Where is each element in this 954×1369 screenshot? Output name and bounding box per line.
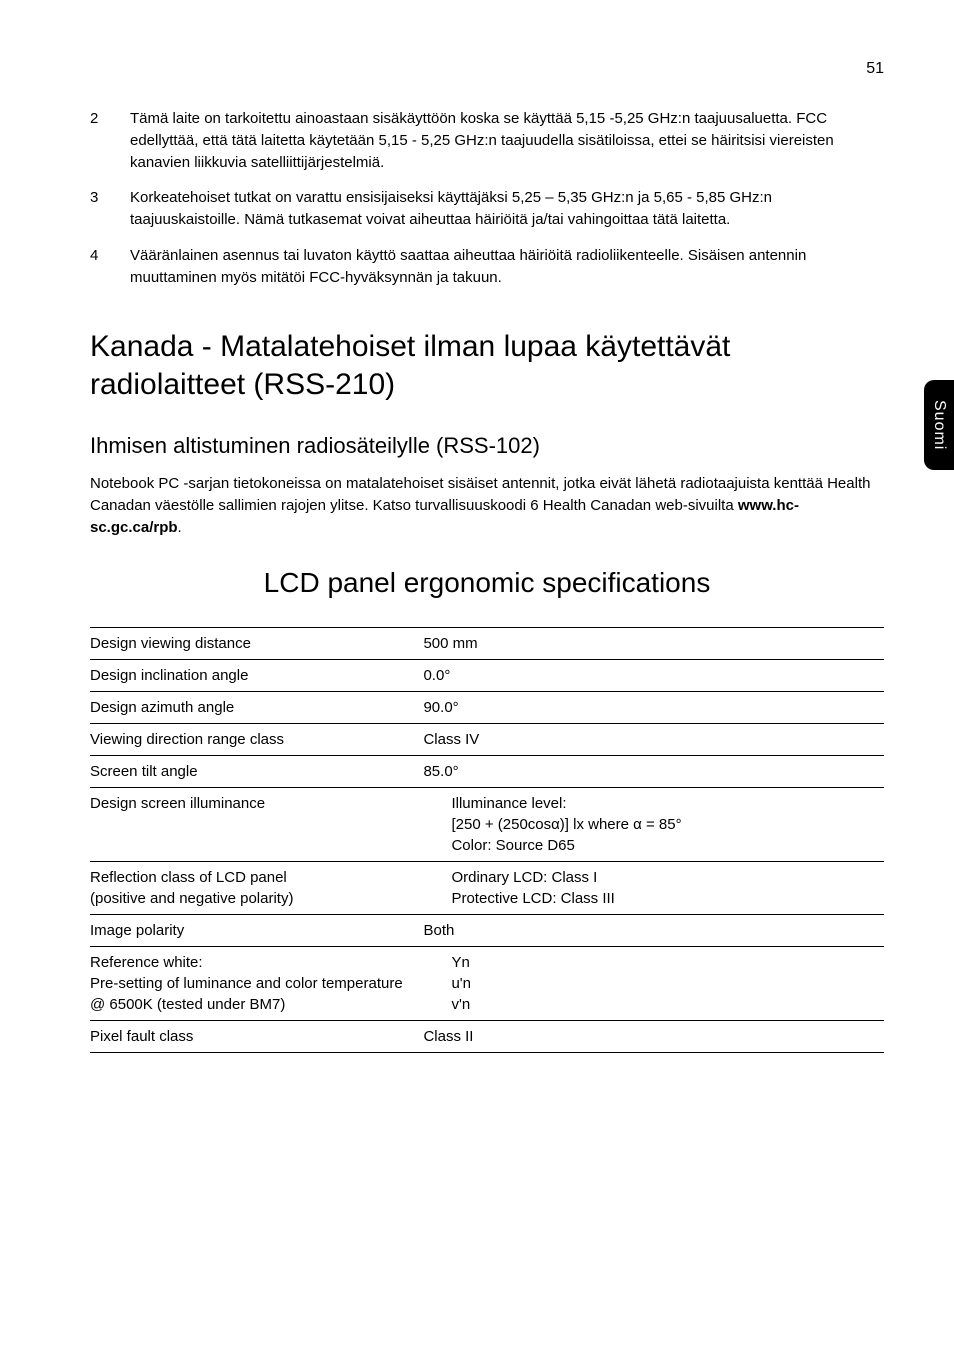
heading-rss102: Ihmisen altistuminen radiosäteilylle (RS… <box>90 433 884 459</box>
spec-table: Design viewing distance 500 mm Design in… <box>90 627 884 1053</box>
list-item: 2 Tämä laite on tarkoitettu ainoastaan s… <box>90 108 884 173</box>
table-row: Design azimuth angle 90.0° <box>90 691 884 723</box>
cell-value: Yn u'n v'n <box>423 946 884 1020</box>
table-row: Design screen illuminance Illuminance le… <box>90 787 884 861</box>
side-tab-label: Suomi <box>930 400 948 450</box>
cell-value: Class II <box>423 1020 884 1052</box>
cell-label: Pixel fault class <box>90 1020 423 1052</box>
cell-value: 90.0° <box>423 691 884 723</box>
list-item: 3 Korkeatehoiset tutkat on varattu ensis… <box>90 187 884 231</box>
table-row: Image polarity Both <box>90 914 884 946</box>
cell-label: Design screen illuminance <box>90 787 423 861</box>
list-text: Korkeatehoiset tutkat on varattu ensisij… <box>130 187 884 231</box>
cell-line: v'n <box>423 994 880 1015</box>
cell-line: u'n <box>423 973 880 994</box>
list-number: 2 <box>90 108 130 173</box>
table-row: Reference white: Pre-setting of luminanc… <box>90 946 884 1020</box>
cell-value: Both <box>423 914 884 946</box>
cell-label: Screen tilt angle <box>90 755 423 787</box>
list-number: 3 <box>90 187 130 231</box>
cell-line: Color: Source D65 <box>423 835 880 856</box>
cell-line: Yn <box>423 952 880 973</box>
cell-line: Reflection class of LCD panel <box>90 869 287 886</box>
table-row: Viewing direction range class Class IV <box>90 723 884 755</box>
cell-line: (positive and negative polarity) <box>90 890 293 907</box>
table-row: Design inclination angle 0.0° <box>90 659 884 691</box>
cell-line: Protective LCD: Class III <box>423 888 880 909</box>
cell-value: Ordinary LCD: Class I Protective LCD: Cl… <box>423 861 884 914</box>
cell-label: Viewing direction range class <box>90 723 423 755</box>
cell-value: 85.0° <box>423 755 884 787</box>
cell-value: 500 mm <box>423 627 884 659</box>
list-number: 4 <box>90 245 130 289</box>
table-row: Design viewing distance 500 mm <box>90 627 884 659</box>
side-tab: Suomi <box>924 380 954 470</box>
cell-label: Design inclination angle <box>90 659 423 691</box>
cell-line: Reference white: <box>90 954 203 971</box>
list-item: 4 Vääränlainen asennus tai luvaton käytt… <box>90 245 884 289</box>
cell-label: Image polarity <box>90 914 423 946</box>
list-text: Tämä laite on tarkoitettu ainoastaan sis… <box>130 108 884 173</box>
list-text: Vääränlainen asennus tai luvaton käyttö … <box>130 245 884 289</box>
table-row: Reflection class of LCD panel (positive … <box>90 861 884 914</box>
cell-line: [250 + (250cosα)] lx where α = 85° <box>423 814 880 835</box>
cell-label: Design viewing distance <box>90 627 423 659</box>
cell-line: Illuminance level: <box>423 793 880 814</box>
para-text: . <box>178 519 182 536</box>
cell-value: Illuminance level: [250 + (250cosα)] lx … <box>423 787 884 861</box>
cell-label: Reference white: Pre-setting of luminanc… <box>90 946 423 1020</box>
cell-label: Design azimuth angle <box>90 691 423 723</box>
cell-label: Reflection class of LCD panel (positive … <box>90 861 423 914</box>
heading-kanada: Kanada - Matalatehoiset ilman lupaa käyt… <box>90 328 884 403</box>
cell-line: Ordinary LCD: Class I <box>423 867 880 888</box>
page-number: 51 <box>90 60 884 78</box>
cell-value: Class IV <box>423 723 884 755</box>
table-row: Screen tilt angle 85.0° <box>90 755 884 787</box>
paragraph-rss102: Notebook PC -sarjan tietokoneissa on mat… <box>90 473 884 538</box>
heading-lcd-spec: LCD panel ergonomic specifications <box>90 567 884 599</box>
cell-line: Pre-setting of luminance and color tempe… <box>90 975 403 1013</box>
table-row: Pixel fault class Class II <box>90 1020 884 1052</box>
cell-value: 0.0° <box>423 659 884 691</box>
